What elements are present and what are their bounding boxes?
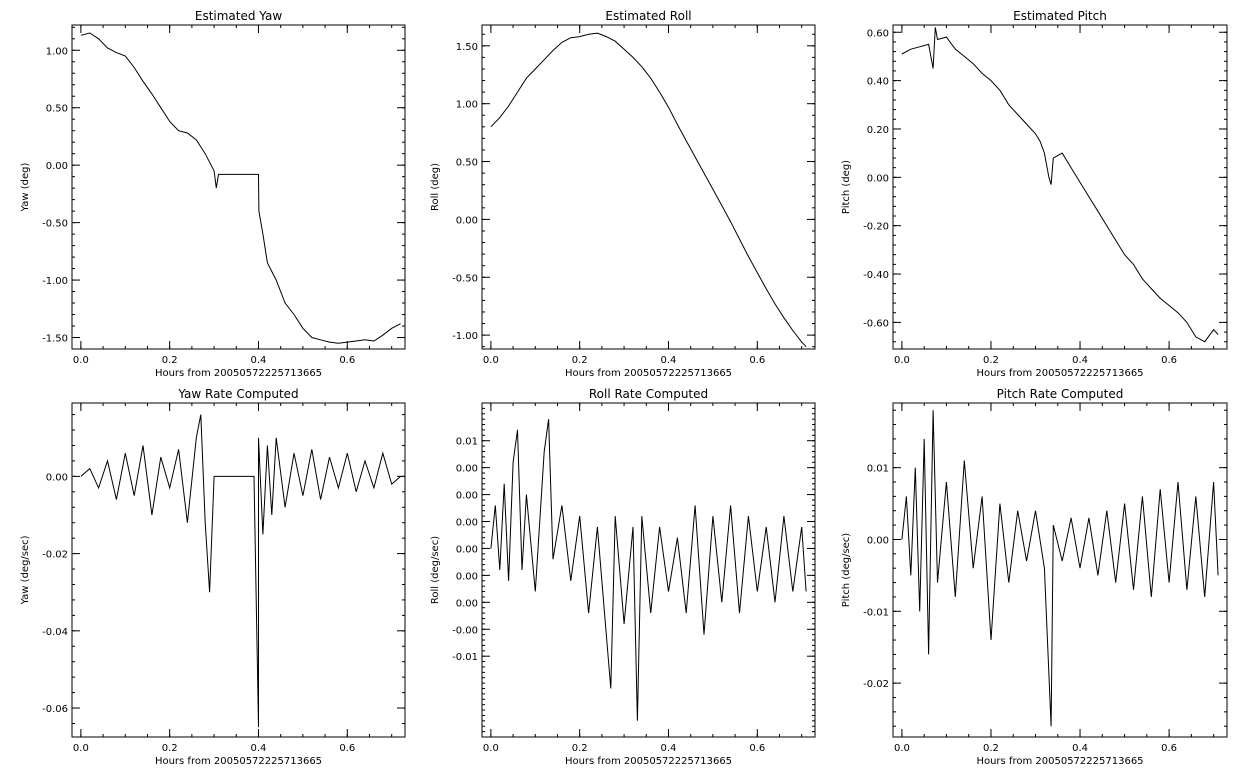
x-tick-label: 0.2	[572, 743, 588, 754]
x-axis-label: Hours from 20050572225713665	[155, 368, 322, 379]
y-tick-label: -0.40	[863, 270, 889, 281]
y-tick-label: 0.00	[46, 161, 68, 172]
yaw-rate-chart: 0.0 0.2 0.4 0.6 0.00 -0.02 -0.04 -0.06 Yaw Rate …	[20, 387, 406, 767]
chart-panels: 0.0 0.2 0.4 0.6 1.00 0.50 0.00 -0.50 -1.00 -1.50 E…	[20, 9, 1228, 767]
plot-frame	[892, 402, 1228, 738]
yaw-rate-series-line	[80, 414, 401, 728]
x-axis-label: Hours from 20050572225713665	[976, 368, 1143, 379]
x-tick-label: 0.0	[894, 355, 910, 366]
x-tick-label: 0.4	[661, 743, 677, 754]
x-tick-label: 0.6	[749, 355, 765, 366]
chart-title: Roll Rate Computed	[589, 387, 708, 401]
x-axis-label: Hours from 20050572225713665	[565, 756, 732, 767]
y-axis-label: Pitch (deg/sec)	[841, 533, 852, 608]
estimated-pitch-chart: 0.0 0.2 0.4 0.6 0.60 0.40 0.20 0.00 -0.20 -0.40 -0…	[841, 9, 1228, 379]
chart-title: Pitch Rate Computed	[997, 387, 1124, 401]
x-tick-label: 0.6	[1161, 355, 1177, 366]
x-tick-label: 0.0	[483, 743, 499, 754]
x-tick-label: 0.4	[251, 355, 267, 366]
y-tick-label: -0.02	[863, 679, 889, 690]
y-tick-label: 0.50	[46, 104, 68, 115]
y-tick-label: 0.00	[456, 598, 478, 609]
chart-title: Estimated Roll	[605, 9, 691, 23]
y-tick-label: 0.50	[456, 158, 478, 169]
plot-frame	[71, 24, 406, 350]
x-tick-label: 0.6	[339, 355, 355, 366]
x-tick-label: 0.2	[572, 355, 588, 366]
y-tick-label: 0.01	[867, 464, 889, 475]
y-tick-label: 0.00	[46, 472, 68, 483]
x-tick-label: 0.0	[894, 743, 910, 754]
y-axis-label: Pitch (deg)	[841, 160, 852, 214]
chart-title: Estimated Pitch	[1013, 9, 1107, 23]
estimated-yaw-chart: 0.0 0.2 0.4 0.6 1.00 0.50 0.00 -0.50 -1.00 -1.50 E…	[20, 9, 406, 379]
x-tick-label: 0.4	[251, 743, 267, 754]
x-tick-label: 0.0	[73, 355, 89, 366]
x-tick-label: 0.4	[661, 355, 677, 366]
y-tick-label: 0.00	[456, 544, 478, 555]
y-tick-label: -1.00	[452, 331, 478, 342]
x-tick-label: 0.2	[983, 743, 999, 754]
y-tick-label: 0.40	[867, 77, 889, 88]
estimated-roll-series-line	[490, 32, 807, 348]
plot-frame	[71, 402, 406, 738]
estimated-roll-chart: 0.0 0.2 0.4 0.6 1.50 1.00 0.50 0.00 -0.50 -1.00 Es…	[430, 9, 816, 379]
y-axis-label: Yaw (deg/sec)	[20, 535, 31, 605]
roll-rate-series-line	[490, 419, 807, 721]
y-tick-label: -0.01	[863, 607, 889, 618]
y-tick-label: -0.04	[42, 627, 68, 638]
x-axis-label: Hours from 20050572225713665	[565, 368, 732, 379]
y-tick-label: -1.00	[42, 276, 68, 287]
y-tick-label: 0.00	[456, 518, 478, 529]
y-tick-label: 1.00	[46, 46, 68, 57]
x-tick-label: 0.6	[1161, 743, 1177, 754]
chart-title: Yaw Rate Computed	[177, 387, 298, 401]
x-tick-label: 0.4	[1072, 355, 1088, 366]
y-tick-label: -0.01	[452, 652, 478, 663]
y-tick-label: -0.00	[452, 625, 478, 636]
y-tick-label: -0.20	[863, 222, 889, 233]
y-tick-label: 0.00	[456, 215, 478, 226]
y-tick-label: 1.50	[456, 42, 478, 53]
y-tick-label: 1.00	[456, 100, 478, 111]
estimated-pitch-series-line	[901, 27, 1219, 343]
y-tick-label: -1.50	[42, 334, 68, 345]
y-tick-label: 0.00	[867, 173, 889, 184]
x-tick-label: 0.4	[1072, 743, 1088, 754]
x-axis-label: Hours from 20050572225713665	[976, 756, 1143, 767]
y-tick-label: -0.06	[42, 704, 68, 715]
estimated-yaw-series-line	[80, 32, 401, 344]
x-tick-label: 0.6	[749, 743, 765, 754]
pitch-rate-series-line	[901, 410, 1219, 727]
roll-rate-chart: 0.0 0.2 0.4 0.6 0.01 0.00 0.00 0.00 0.00 0.00 0.00…	[430, 387, 816, 767]
plot-frame	[481, 24, 816, 350]
y-tick-label: 0.00	[867, 535, 889, 546]
x-tick-label: 0.6	[339, 743, 355, 754]
y-tick-label: 0.20	[867, 125, 889, 136]
y-axis-label: Yaw (deg)	[20, 162, 31, 212]
y-tick-label: 0.60	[867, 28, 889, 39]
chart-title: Estimated Yaw	[195, 9, 282, 23]
x-axis-label: Hours from 20050572225713665	[155, 756, 322, 767]
y-tick-label: 0.00	[456, 491, 478, 502]
x-tick-label: 0.0	[483, 355, 499, 366]
y-tick-label: 0.00	[456, 464, 478, 475]
x-tick-label: 0.2	[983, 355, 999, 366]
pitch-rate-chart: 0.0 0.2 0.4 0.6 0.01 0.00 -0.01 -0.02 Pitch Rate…	[841, 387, 1228, 767]
y-tick-label: 0.01	[456, 437, 478, 448]
x-tick-label: 0.2	[162, 743, 178, 754]
y-axis-label: Roll (deg/sec)	[430, 536, 441, 604]
y-tick-label: -0.50	[42, 219, 68, 230]
y-tick-label: -0.60	[863, 318, 889, 329]
y-tick-label: 0.00	[456, 571, 478, 582]
y-axis-label: Roll (deg)	[430, 163, 441, 211]
x-tick-label: 0.2	[162, 355, 178, 366]
x-tick-label: 0.0	[73, 743, 89, 754]
y-tick-label: -0.02	[42, 550, 68, 561]
y-tick-label: -0.50	[452, 273, 478, 284]
